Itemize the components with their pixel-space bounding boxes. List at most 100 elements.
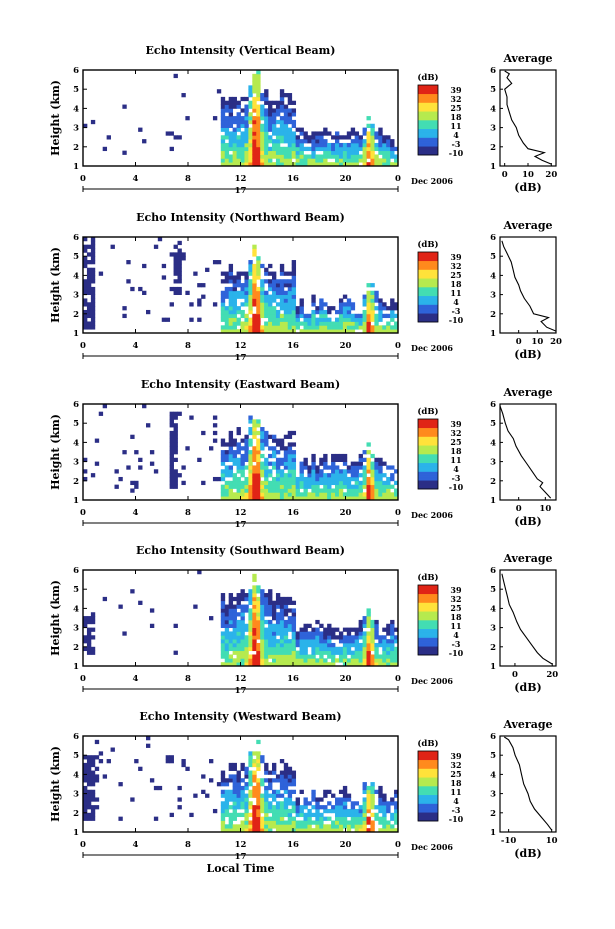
heatmap-cell xyxy=(307,317,312,322)
colorbar-segment xyxy=(418,252,438,255)
heatmap-cell xyxy=(291,154,297,159)
heatmap-cell xyxy=(224,627,230,632)
heatmap-cell xyxy=(346,808,352,814)
heatmap-cell xyxy=(244,824,249,829)
heatmap-cell xyxy=(366,608,371,613)
heatmap-cell xyxy=(275,619,281,625)
heatmap-cell xyxy=(382,484,387,489)
heatmap-cell xyxy=(291,100,297,105)
heatmap-cell xyxy=(327,816,332,821)
heatmap-cell xyxy=(149,778,155,783)
heatmap-cell xyxy=(323,642,328,648)
heatmap-cell xyxy=(83,457,88,462)
heatmap-cell xyxy=(335,484,340,489)
heatmap-cell xyxy=(268,104,273,109)
heatmap-cell xyxy=(264,93,269,98)
heatmap-cell xyxy=(342,457,348,462)
colorbar-segment xyxy=(418,436,438,439)
heatmap-cell xyxy=(346,146,352,152)
heatmap-cell xyxy=(236,801,241,806)
colorbar-tick-label: 11 xyxy=(450,787,461,797)
heatmap-cell xyxy=(315,824,320,829)
heatmap-cell xyxy=(362,631,367,636)
heatmap-cell xyxy=(279,654,285,659)
heatmap-cell xyxy=(268,329,273,334)
heatmap-cell xyxy=(264,123,269,128)
heatmap-cell xyxy=(382,473,387,478)
heatmap-cell xyxy=(220,820,226,825)
heatmap-cell xyxy=(358,828,363,833)
heatmap-cell xyxy=(232,119,237,125)
heatmap-cell xyxy=(142,404,147,409)
heatmap-cell xyxy=(244,135,249,140)
heatmap-cell xyxy=(256,642,261,648)
heatmap-cell xyxy=(331,461,336,466)
heatmap-cell xyxy=(394,650,399,655)
heatmap-cell xyxy=(228,139,234,144)
heatmap-cell xyxy=(362,457,367,462)
heatmap-cell xyxy=(382,828,387,833)
heatmap-cell xyxy=(272,146,277,152)
heatmap-cell xyxy=(338,816,344,821)
heatmap-cell xyxy=(232,623,237,628)
colorbar-segment xyxy=(418,438,438,441)
heatmap-cell xyxy=(382,313,387,319)
heatmap-cell xyxy=(212,423,218,428)
heatmap-cell xyxy=(90,759,96,764)
heatmap-cell xyxy=(335,473,340,478)
heatmap-cell xyxy=(193,604,198,609)
heatmap-cell xyxy=(279,816,285,821)
heatmap-cell xyxy=(130,480,135,486)
heatmap-cell xyxy=(232,461,237,466)
heatmap-cell xyxy=(279,770,285,775)
heatmap-cell xyxy=(83,808,88,814)
heatmap-cell xyxy=(354,654,360,659)
heatmap-cell xyxy=(382,635,387,640)
heatmap-cell xyxy=(386,824,391,829)
heatmap-cell xyxy=(240,654,245,659)
heatmap-cell xyxy=(90,275,96,280)
heatmap-cell xyxy=(240,642,245,648)
date-label: Dec 2006 xyxy=(411,510,453,520)
heatmap-cell xyxy=(236,127,241,132)
heatmap-cell xyxy=(327,646,332,652)
heatmap-cell xyxy=(260,108,265,113)
heatmap-cell xyxy=(130,488,135,493)
colorbar-segment xyxy=(418,146,438,149)
colorbar-segment xyxy=(418,144,438,147)
heatmap-cell xyxy=(173,271,178,276)
heatmap-cell xyxy=(260,465,265,470)
heatmap-cell xyxy=(134,484,139,489)
heatmap-cell xyxy=(272,778,277,783)
heatmap-cell xyxy=(244,434,249,439)
heatmap-cell xyxy=(248,751,253,756)
heatmap-cell xyxy=(236,427,241,432)
heatmap-cell xyxy=(291,112,297,117)
heatmap-cell xyxy=(224,321,230,326)
heatmap-cell xyxy=(338,313,344,319)
heatmap-cell xyxy=(83,256,88,261)
heatmap-cell xyxy=(346,646,352,652)
heatmap-cell xyxy=(228,434,234,439)
heatmap-cell xyxy=(307,325,312,330)
heatmap-cell xyxy=(311,142,316,148)
heatmap-cell xyxy=(319,302,324,307)
heatmap-cell xyxy=(275,119,281,125)
heatmap-cell xyxy=(323,325,328,330)
heatmap-cell xyxy=(279,438,285,443)
heatmap-cell xyxy=(311,650,316,655)
heatmap-cell xyxy=(236,488,241,493)
heatmap-cell xyxy=(224,294,230,299)
heatmap-cell xyxy=(220,135,226,140)
heatmap-cell xyxy=(272,112,277,117)
average-frame xyxy=(499,569,557,667)
x-tick-label: 16 xyxy=(287,174,299,184)
heatmap-cell xyxy=(327,801,332,806)
heatmap-cell xyxy=(232,808,237,814)
heatmap-cell xyxy=(228,306,234,311)
colorbar-segment xyxy=(418,585,438,588)
heatmap-cell xyxy=(142,263,147,269)
heatmap-cell xyxy=(272,631,277,636)
heatmap-cell xyxy=(382,302,387,307)
